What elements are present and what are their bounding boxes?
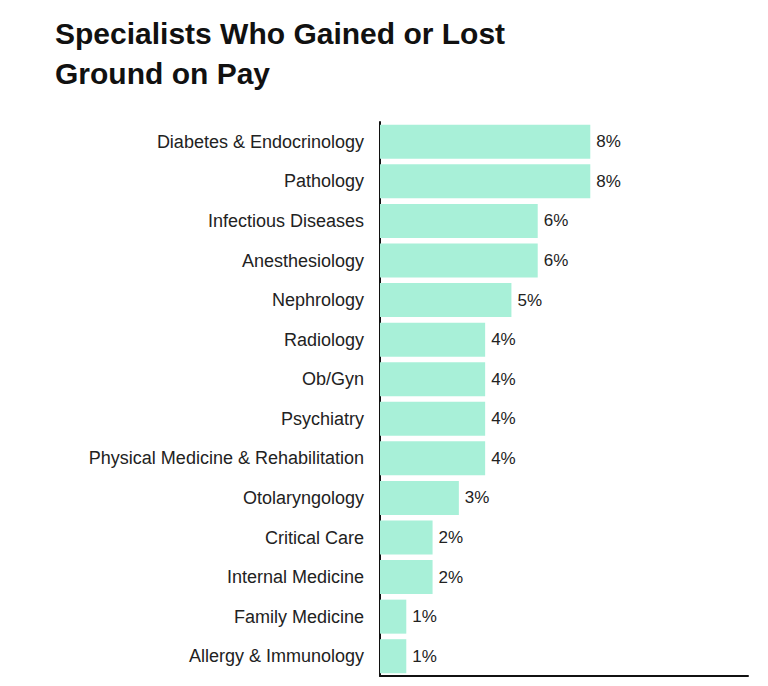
svg-text:Allergy & Immunology: Allergy & Immunology — [189, 646, 364, 666]
svg-text:6%: 6% — [544, 211, 569, 230]
svg-text:8%: 8% — [596, 132, 621, 151]
svg-text:Pathology: Pathology — [284, 171, 364, 191]
svg-text:Nephrology: Nephrology — [272, 290, 364, 310]
svg-text:4%: 4% — [491, 449, 516, 468]
svg-text:Family Medicine: Family Medicine — [234, 607, 364, 627]
svg-text:Ground on Pay: Ground on Pay — [55, 57, 270, 90]
svg-text:4%: 4% — [491, 330, 516, 349]
svg-text:1%: 1% — [412, 607, 437, 626]
svg-text:3%: 3% — [465, 488, 490, 507]
svg-text:4%: 4% — [491, 370, 516, 389]
svg-text:Radiology: Radiology — [284, 330, 364, 350]
svg-text:Anesthesiology: Anesthesiology — [242, 251, 364, 271]
svg-text:4%: 4% — [491, 409, 516, 428]
svg-text:Internal Medicine: Internal Medicine — [227, 567, 364, 587]
svg-text:Otolaryngology: Otolaryngology — [243, 488, 364, 508]
svg-text:Infectious Diseases: Infectious Diseases — [208, 211, 364, 231]
svg-text:2%: 2% — [439, 568, 464, 587]
svg-text:Specialists Who Gained or Lost: Specialists Who Gained or Lost — [55, 17, 513, 50]
svg-text:8%: 8% — [596, 172, 621, 191]
svg-text:Psychiatry: Psychiatry — [281, 409, 364, 429]
svg-text:6%: 6% — [544, 251, 569, 270]
svg-text:Ob/Gyn: Ob/Gyn — [302, 369, 364, 389]
svg-text:Critical Care: Critical Care — [265, 528, 364, 548]
svg-text:1%: 1% — [412, 647, 437, 666]
svg-text:Diabetes & Endocrinology: Diabetes & Endocrinology — [157, 132, 364, 152]
svg-text:Physical Medicine & Rehabilita: Physical Medicine & Rehabilitation — [89, 448, 364, 468]
svg-text:2%: 2% — [439, 528, 464, 547]
svg-text:5%: 5% — [517, 291, 542, 310]
